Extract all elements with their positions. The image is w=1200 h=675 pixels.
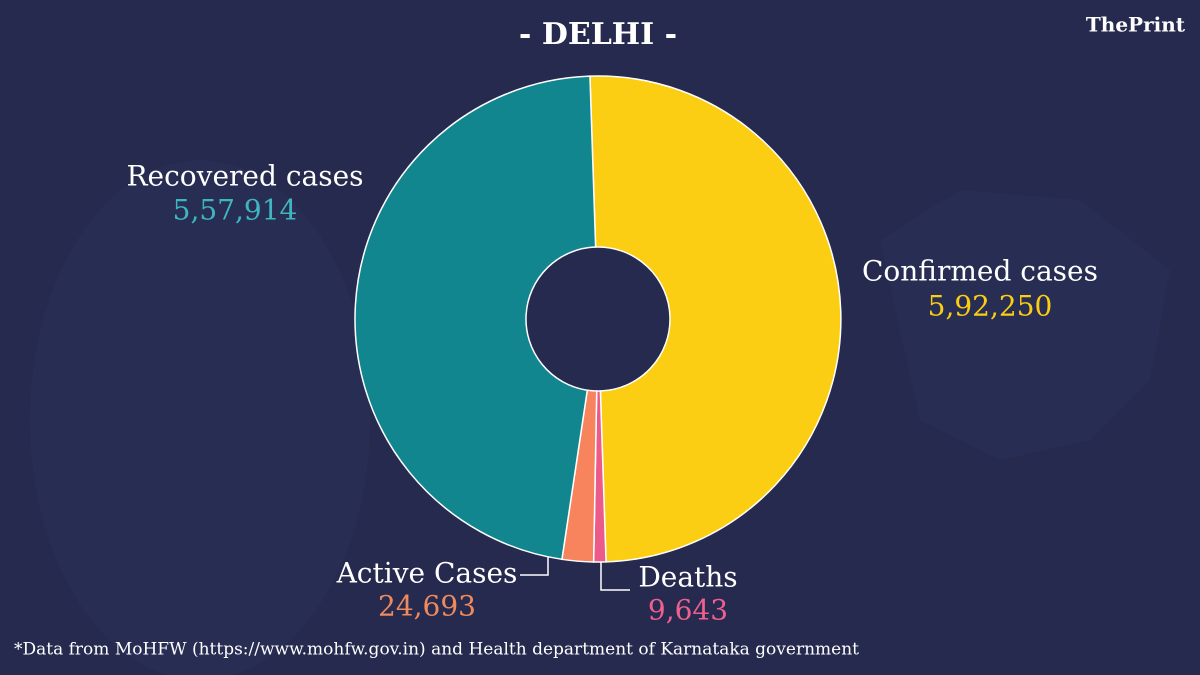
slice-label: Active Cases	[336, 557, 518, 590]
slice-value-label: 24,693	[378, 590, 476, 623]
slice-label: Deaths	[638, 561, 737, 594]
background-map	[880, 190, 1170, 460]
slice-label: Recovered cases	[126, 160, 363, 193]
background-figure	[30, 160, 370, 675]
slice-value-label: 5,92,250	[928, 290, 1053, 323]
footnote: *Data from MoHFW (https://www.mohfw.gov.…	[14, 640, 859, 660]
leader-line	[520, 555, 549, 576]
slice-value-label: 9,643	[648, 594, 728, 627]
leader-line	[600, 560, 630, 591]
brand-logo: ThePrint	[1086, 13, 1186, 37]
slice-label: Confirmed cases	[862, 255, 1098, 288]
chart-title: - DELHI -	[519, 17, 677, 52]
slice-value-label: 5,57,914	[173, 194, 298, 227]
donut-slice	[589, 75, 842, 563]
donut-slice	[354, 75, 597, 561]
